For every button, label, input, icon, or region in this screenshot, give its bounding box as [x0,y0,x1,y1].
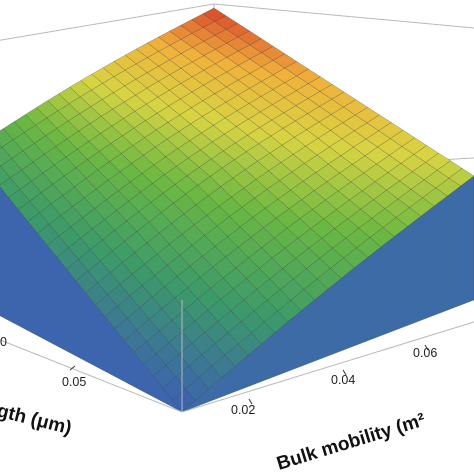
y-tick-label: 0.05 [62,375,86,389]
surface-skirt [181,175,474,413]
x-axis-label: Bulk mobility (m² [274,410,428,474]
y-axis-label: gth (μm) [0,400,74,439]
bounding-box-edge [0,339,183,413]
bounding-box-edge [0,3,215,41]
surface-mesh [0,7,474,413]
x-tick-mark [424,344,429,351]
x-tick-label: 0.04 [331,373,355,387]
x-tick-label: 0.02 [231,403,255,417]
y-tick-mark [69,365,76,371]
x-tick-mark [342,369,347,376]
x-tick-label: 0.06 [413,346,437,360]
bounding-box-edge [213,3,474,29]
y-tick-label: 0 [0,335,7,349]
surface-skirt [0,186,183,413]
surface-cell [448,168,474,187]
bounding-box-edge [181,321,474,413]
bounding-box-front [0,300,474,413]
x-tick-mark [248,398,253,405]
